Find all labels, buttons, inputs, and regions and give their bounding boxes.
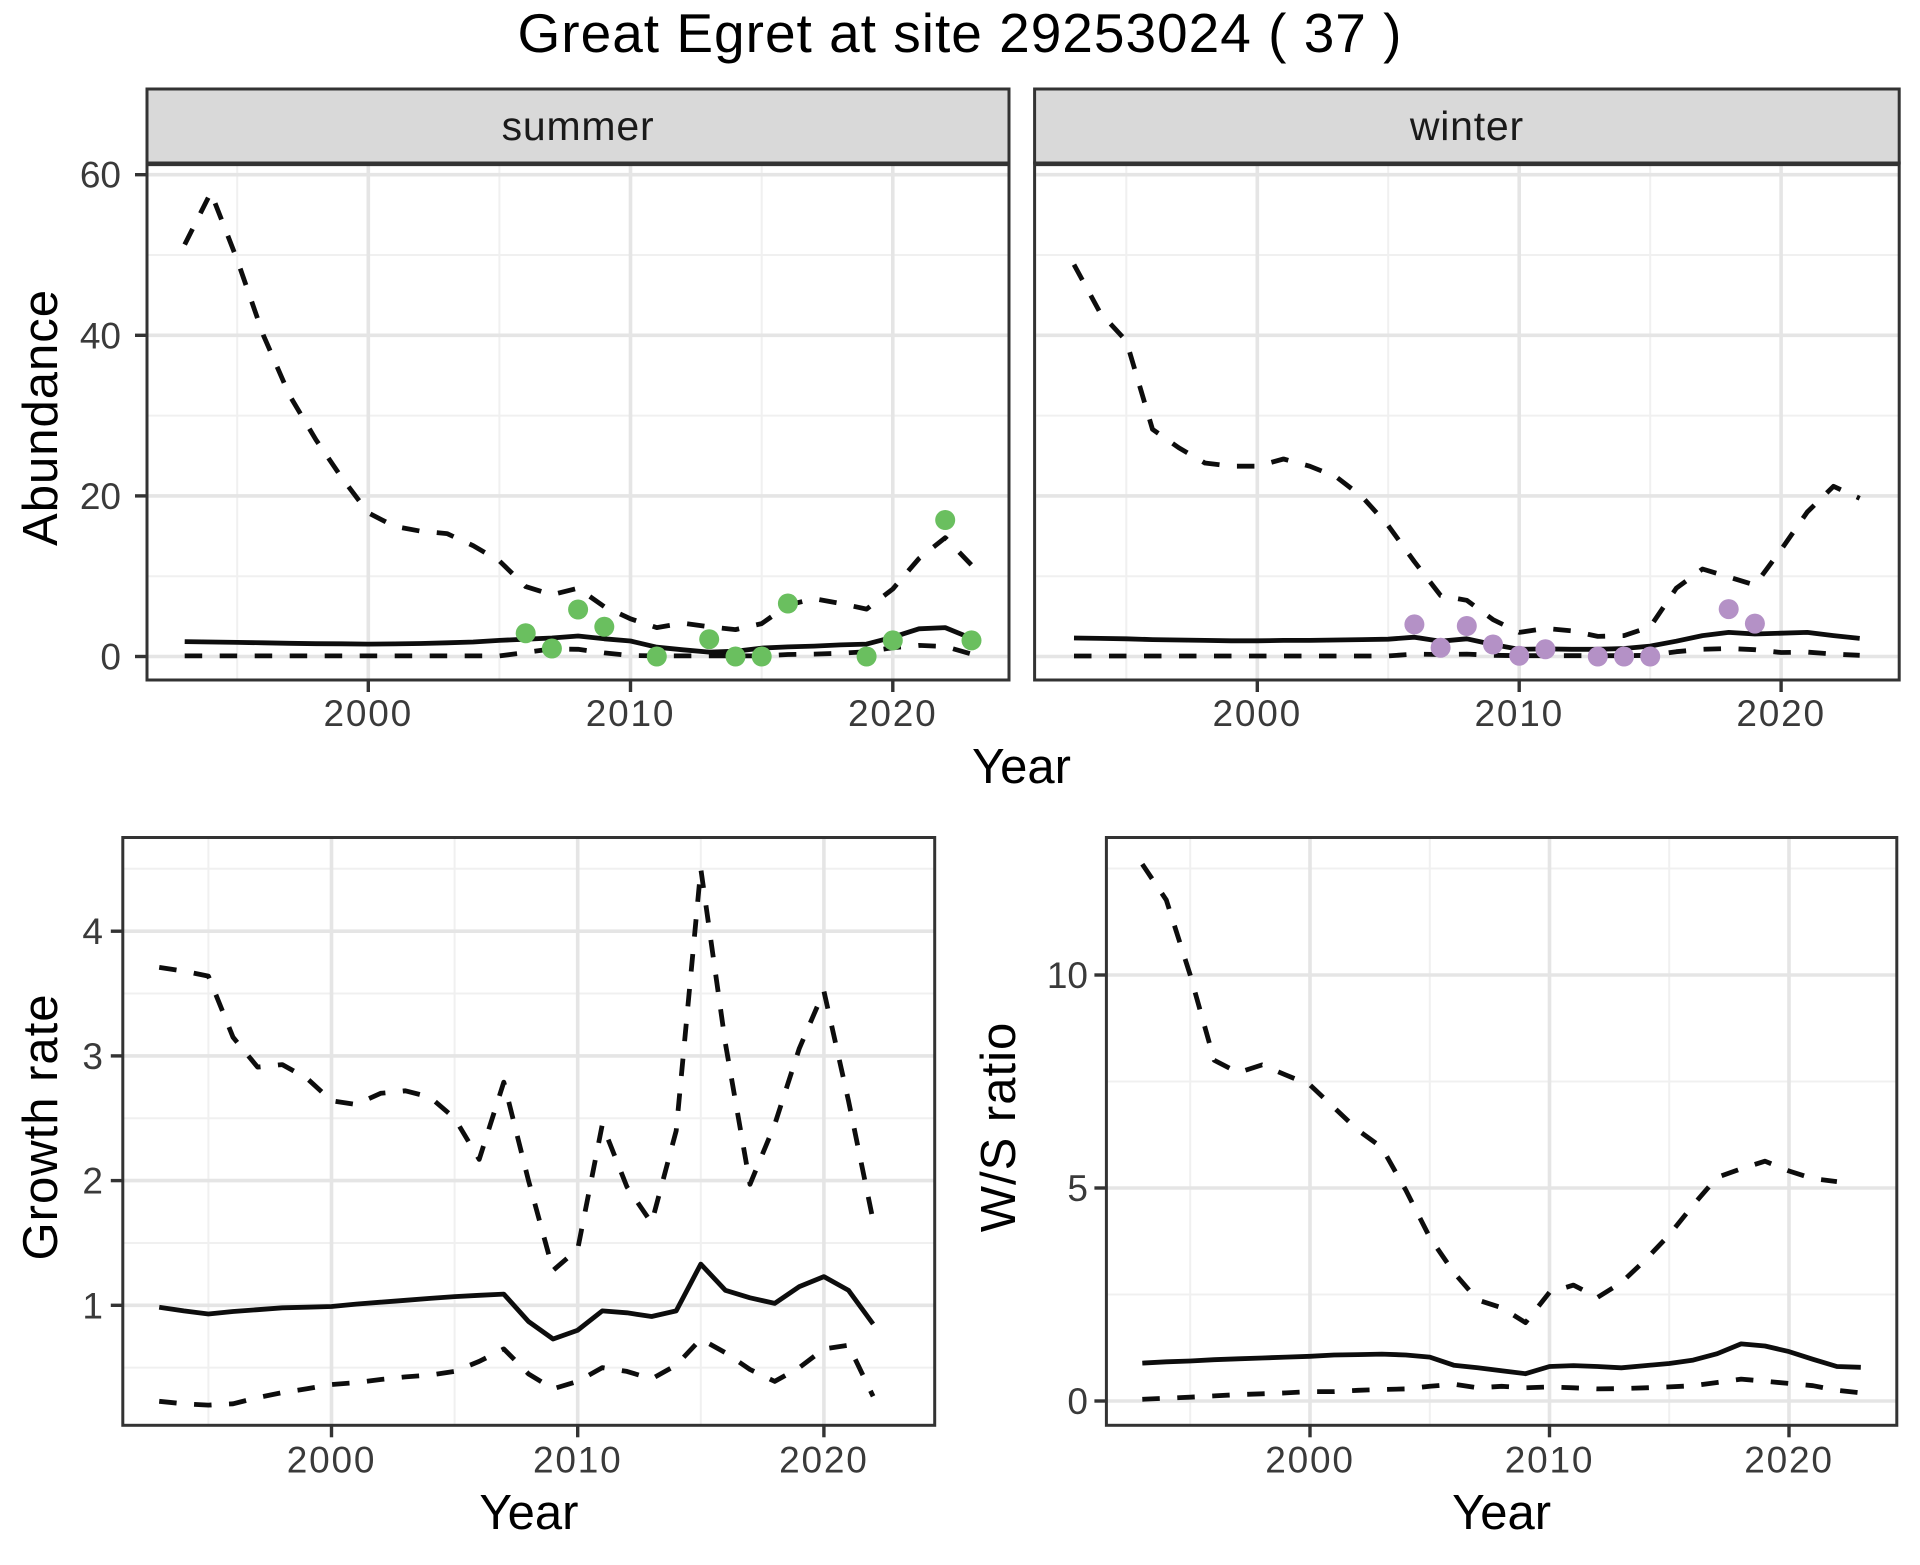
- svg-text:2020: 2020: [779, 1440, 869, 1481]
- svg-text:60: 60: [80, 155, 121, 196]
- svg-text:Year: Year: [1452, 1486, 1551, 1540]
- svg-text:2020: 2020: [1744, 1440, 1834, 1481]
- svg-text:10: 10: [1047, 955, 1088, 996]
- svg-text:Growth rate: Growth rate: [14, 994, 68, 1261]
- svg-text:2010: 2010: [1474, 693, 1564, 734]
- svg-text:1: 1: [82, 1285, 103, 1326]
- svg-text:summer: summer: [502, 103, 655, 149]
- svg-text:2010: 2010: [533, 1440, 623, 1481]
- svg-text:0: 0: [100, 637, 121, 678]
- svg-text:Great Egret at site 29253024 (: Great Egret at site 29253024 ( 37 ): [518, 2, 1403, 64]
- svg-text:Year: Year: [479, 1486, 578, 1540]
- svg-text:5: 5: [1067, 1168, 1088, 1209]
- svg-text:Abundance: Abundance: [14, 289, 68, 546]
- svg-text:2: 2: [82, 1161, 103, 1202]
- svg-text:20: 20: [80, 476, 121, 517]
- svg-text:2000: 2000: [287, 1440, 377, 1481]
- svg-text:2000: 2000: [1213, 693, 1303, 734]
- svg-text:2020: 2020: [848, 693, 938, 734]
- svg-text:4: 4: [82, 911, 103, 952]
- svg-text:40: 40: [80, 315, 121, 356]
- svg-text:0: 0: [1067, 1381, 1088, 1422]
- svg-text:Year: Year: [972, 740, 1071, 794]
- svg-text:2000: 2000: [1265, 1440, 1355, 1481]
- svg-text:2000: 2000: [324, 693, 414, 734]
- svg-text:winter: winter: [1409, 103, 1524, 149]
- svg-text:2020: 2020: [1736, 693, 1826, 734]
- svg-text:2010: 2010: [586, 693, 676, 734]
- svg-text:2010: 2010: [1505, 1440, 1595, 1481]
- svg-text:3: 3: [82, 1036, 103, 1077]
- svg-text:W/S ratio: W/S ratio: [972, 1022, 1026, 1232]
